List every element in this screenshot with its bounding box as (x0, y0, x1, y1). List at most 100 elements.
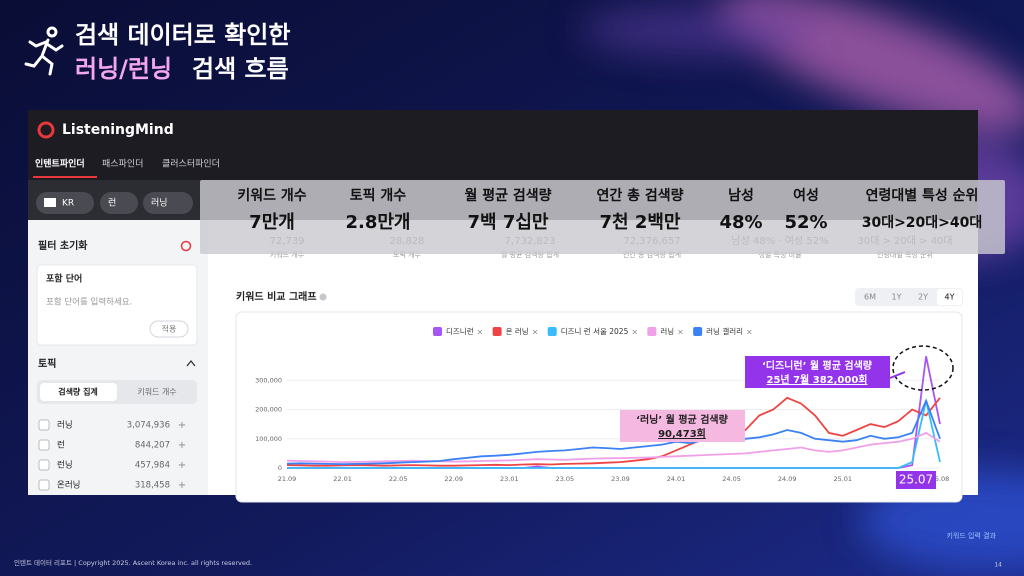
topic-tab[interactable]: 키워드 개수 (137, 387, 176, 397)
overlay-label: 남성 (728, 187, 754, 204)
topic-name: 런 (57, 440, 65, 451)
x-tick-label: 24.01 (667, 475, 686, 483)
filter-reset[interactable]: 필터 초기화 (38, 239, 88, 252)
x-tick-label: 21.09 (278, 475, 297, 483)
apply-button[interactable] (149, 320, 189, 338)
flag (44, 198, 56, 207)
topic-name: 온러닝 (57, 480, 80, 491)
topic-value: 457,984 (135, 461, 170, 471)
overlay-value: 7천 2백만 (600, 212, 681, 233)
include-placeholder[interactable]: 포함 단어를 입력하세요. (46, 297, 132, 308)
runner-head (46, 26, 58, 38)
stat-label: 키워드 개수 (270, 250, 305, 259)
legend-box[interactable] (547, 327, 557, 336)
collapse-icon[interactable] (186, 359, 196, 367)
apply-label: 적용 (162, 324, 177, 334)
runner-body (24, 38, 64, 76)
y-tick-label: 200,000 (255, 406, 282, 414)
checkbox[interactable] (38, 419, 50, 431)
tab[interactable]: 클러스터파인더 (162, 159, 220, 170)
add-icon[interactable]: + (178, 420, 186, 431)
tab[interactable]: 패스파인더 (102, 159, 143, 170)
slide-title-rest: 검색 흐름 (192, 55, 289, 83)
topic-title: 토픽 (38, 357, 56, 370)
sidebar (28, 220, 208, 495)
highlight-circle (892, 345, 954, 391)
country-select[interactable] (36, 192, 94, 214)
app-header (28, 110, 978, 150)
overlay-label: 여성 (793, 187, 819, 204)
legend-remove[interactable]: × (631, 328, 638, 337)
overlay-value: 2.8만개 (345, 212, 410, 233)
legend-remove[interactable]: × (746, 328, 753, 337)
stat-label: 성별 특성 비율 (758, 250, 802, 259)
month-highlight (896, 471, 936, 489)
callout-running (620, 410, 745, 442)
add-icon[interactable]: + (178, 440, 186, 451)
logo-icon (37, 121, 55, 139)
legend-label[interactable]: 러닝 (660, 326, 674, 336)
overlay-label: 연간 총 검색량 (596, 187, 683, 204)
tab-bar (28, 150, 978, 180)
footer-link[interactable]: 키워드 입력 결과 (946, 531, 996, 540)
footer-copyright: 인텐트 데이터 리포트 | Copyright 2025. Ascent Kor… (14, 558, 252, 567)
callout-text: 90,473회 (658, 427, 706, 440)
overlay-label: 월 평균 검색량 (464, 187, 551, 204)
legend-remove[interactable]: × (532, 328, 539, 337)
info-icon (319, 293, 327, 301)
legend-label[interactable]: 온 러닝 (506, 326, 529, 336)
include-label: 포함 단어 (46, 273, 82, 285)
range-button[interactable]: 4Y (945, 293, 955, 302)
legend-box[interactable] (492, 327, 502, 336)
chip[interactable] (143, 192, 193, 214)
checkbox[interactable] (38, 479, 50, 491)
chip-label: 런 (108, 198, 116, 209)
range-button[interactable]: 6M (864, 293, 876, 302)
plot-frame (235, 311, 963, 503)
logo: ListeningMind (62, 122, 174, 138)
series-line (286, 431, 941, 464)
x-tick-label: 24.09 (778, 475, 797, 483)
legend-label[interactable]: 디즈니런 (446, 326, 474, 336)
add-icon[interactable]: + (178, 460, 186, 471)
topic-name: 러닝 (57, 420, 73, 431)
checkbox[interactable] (38, 439, 50, 451)
legend-remove[interactable]: × (677, 328, 684, 337)
topic-tab[interactable]: 검색량 집계 (58, 387, 98, 397)
active-tab-indicator (33, 176, 97, 178)
country: KR (62, 199, 74, 209)
series-line (286, 398, 941, 466)
range-button[interactable]: 2Y (918, 293, 928, 302)
legend-label[interactable]: 디즈니 런 서울 2025 (561, 326, 629, 336)
x-tick-label: 24.05 (722, 475, 741, 483)
chart-title: 키워드 비교 그래프 (236, 290, 317, 303)
series-line (287, 400, 941, 469)
runner-icon (24, 26, 64, 76)
x-tick-label: 22.05 (389, 475, 408, 483)
checkbox[interactable] (38, 459, 50, 471)
range-active (937, 289, 962, 305)
stat-label: 토픽 개수 (393, 250, 422, 259)
stat-label: 연령대별 특성 순위 (877, 250, 933, 259)
callout-text: 25년 7월 382,000회 (767, 373, 868, 386)
legend-label[interactable]: 러닝 갤러리 (706, 326, 743, 336)
callout-disney (745, 356, 890, 388)
slide-title: 검색 데이터로 확인한 (75, 21, 290, 49)
range-button[interactable]: 1Y (892, 293, 902, 302)
legend-box[interactable] (693, 327, 703, 336)
y-tick-label: 100,000 (255, 435, 282, 443)
month-highlight-label: 25.07 (899, 473, 933, 487)
legend-box[interactable] (647, 327, 657, 336)
add-icon[interactable]: + (178, 480, 186, 491)
tab[interactable]: 인텐트파인더 (35, 158, 85, 170)
reset-icon[interactable] (180, 240, 192, 252)
topic-tab-active[interactable] (40, 383, 117, 401)
legend-remove[interactable]: × (477, 328, 484, 337)
overlay-value: 48% (719, 212, 762, 233)
legend-box[interactable] (433, 327, 442, 336)
chip[interactable] (100, 192, 138, 214)
topic-value: 844,207 (135, 441, 170, 451)
overlay-value: 52% (784, 212, 827, 233)
x-tick-label: 22.01 (333, 475, 352, 483)
